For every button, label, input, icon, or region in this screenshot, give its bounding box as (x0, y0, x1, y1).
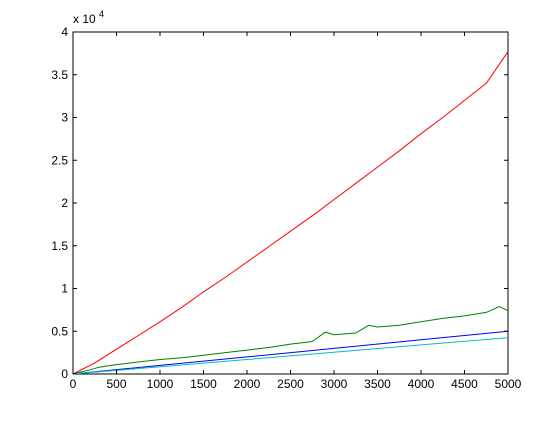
y-tick-label: 3.5 (51, 68, 68, 82)
y-tick-label: 2 (61, 196, 68, 210)
x-tick-label: 2000 (234, 377, 261, 391)
ticks-layer: 0 500 1000 1500 2000 2500 3000 3500 4000 4500 5000… (51, 25, 521, 391)
x-tick-label: 500 (106, 377, 126, 391)
y-tick-label: 1.5 (51, 239, 68, 253)
y-tick-label: 1 (61, 282, 68, 296)
y-exponent-label: x 10 4 (73, 9, 104, 26)
x-tick-label: 3000 (321, 377, 348, 391)
y-tick-label: 0 (61, 367, 68, 381)
y-exponent-base: x 10 (73, 12, 96, 26)
series-line-4 (72, 337, 509, 375)
x-tick-label: 1500 (190, 377, 217, 391)
x-tick-label: 4000 (408, 377, 435, 391)
y-exponent-power: 4 (99, 9, 104, 19)
series-line-3 (72, 330, 509, 375)
y-tick-label: 2.5 (51, 153, 68, 167)
x-tick-label: 1000 (147, 377, 174, 391)
x-tick-label: 0 (70, 377, 77, 391)
x-tick-label: 5000 (495, 377, 522, 391)
plot-area (72, 31, 509, 375)
series-line-1 (72, 51, 509, 375)
y-tick-label: 4 (61, 25, 68, 39)
series-layer (72, 51, 509, 375)
y-tick-label: 0.5 (51, 324, 68, 338)
series-line-2 (72, 305, 509, 375)
y-tick-label: 3 (61, 111, 68, 125)
x-tick-label: 3500 (364, 377, 391, 391)
x-tick-label: 2500 (277, 377, 304, 391)
x-tick-label: 4500 (451, 377, 478, 391)
